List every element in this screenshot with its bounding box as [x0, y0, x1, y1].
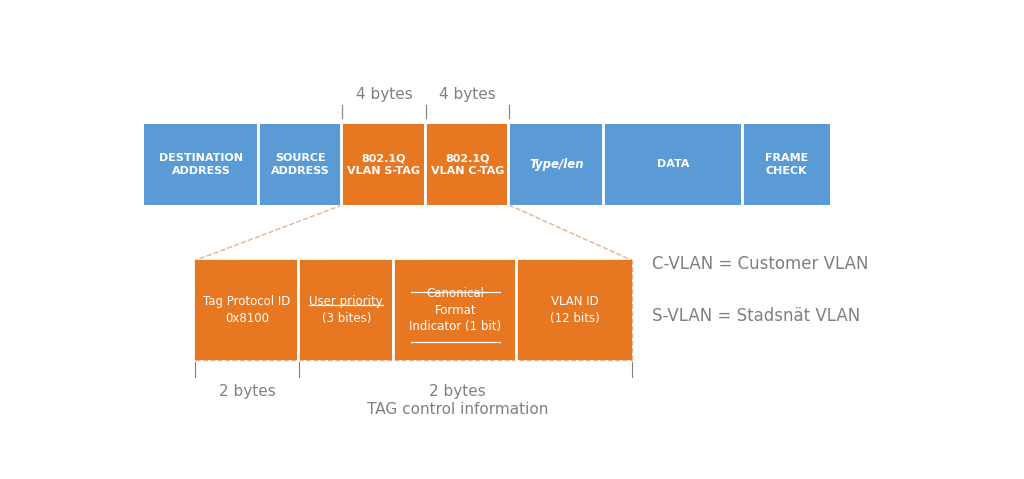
Text: 4 bytes: 4 bytes	[439, 87, 496, 102]
Text: DATA: DATA	[657, 160, 690, 170]
Text: FRAME
CHECK: FRAME CHECK	[765, 153, 808, 176]
Bar	[196, 261, 297, 360]
Bar	[509, 124, 602, 205]
Text: 2 bytes: 2 bytes	[429, 384, 485, 399]
Bar	[604, 124, 741, 205]
Bar	[394, 261, 515, 360]
Text: 802.1Q
VLAN C-TAG: 802.1Q VLAN C-TAG	[430, 153, 504, 176]
Text: Tag Protocol ID
0x8100: Tag Protocol ID 0x8100	[204, 296, 291, 325]
Text: User priority
(3 bites): User priority (3 bites)	[309, 296, 383, 325]
Bar	[517, 261, 632, 360]
Text: 4 bytes: 4 bytes	[355, 87, 413, 102]
Text: TAG control information: TAG control information	[367, 402, 548, 417]
Bar	[299, 261, 392, 360]
Text: DESTINATION
ADDRESS: DESTINATION ADDRESS	[160, 153, 244, 176]
Text: C-VLAN = Customer VLAN: C-VLAN = Customer VLAN	[652, 255, 868, 273]
Text: Type/len: Type/len	[529, 158, 584, 171]
Text: SOURCE
ADDRESS: SOURCE ADDRESS	[271, 153, 330, 176]
Text: 2 bytes: 2 bytes	[219, 384, 275, 399]
Text: S-VLAN = Stadsnät VLAN: S-VLAN = Stadsnät VLAN	[652, 307, 860, 325]
Text: Canonical
Format
Indicator (1 bit): Canonical Format Indicator (1 bit)	[410, 287, 502, 333]
Bar	[342, 124, 424, 205]
Text: 802.1Q
VLAN S-TAG: 802.1Q VLAN S-TAG	[347, 153, 421, 176]
Bar	[143, 124, 257, 205]
Bar	[259, 124, 341, 205]
Bar	[426, 124, 507, 205]
Text: VLAN ID
(12 bits): VLAN ID (12 bits)	[550, 296, 599, 325]
Bar	[743, 124, 830, 205]
